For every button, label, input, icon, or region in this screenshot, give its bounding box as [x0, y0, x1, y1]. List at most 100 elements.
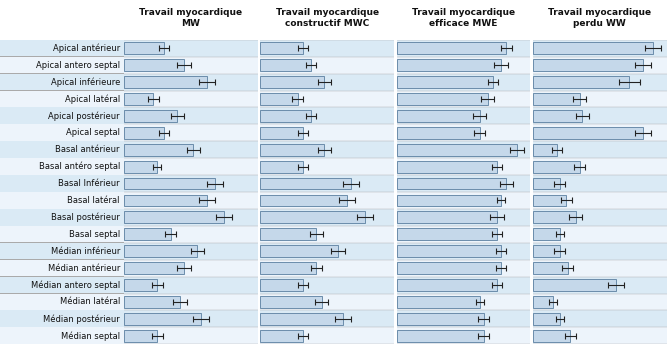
Bar: [533, 124, 667, 141]
Bar: [533, 276, 667, 293]
Bar: [533, 110, 582, 122]
Bar: [260, 74, 394, 91]
Bar: [397, 93, 488, 105]
Bar: [533, 330, 570, 342]
Bar: [124, 192, 257, 209]
Bar: [260, 177, 351, 190]
Bar: [397, 262, 501, 274]
Bar: [533, 262, 567, 274]
Bar: [533, 57, 667, 74]
Bar: [533, 40, 667, 57]
Bar: [124, 313, 202, 325]
Text: Apical inférieure: Apical inférieure: [50, 77, 120, 87]
Bar: [124, 93, 153, 105]
Bar: [124, 42, 164, 54]
Bar: [533, 161, 580, 173]
Bar: [260, 276, 394, 293]
Bar: [260, 57, 394, 74]
Bar: [533, 93, 580, 105]
Bar: [260, 91, 394, 108]
Bar: [397, 279, 497, 291]
Bar: [397, 194, 501, 207]
Text: Basal septal: Basal septal: [69, 230, 120, 239]
Bar: [397, 211, 497, 223]
Bar: [260, 228, 316, 240]
Bar: [397, 177, 507, 190]
Bar: [397, 59, 501, 71]
Bar: [397, 141, 531, 158]
Bar: [397, 260, 531, 276]
Bar: [397, 158, 531, 175]
Bar: [533, 76, 629, 88]
Bar: [533, 177, 559, 190]
Text: Travail myocardique
efficace MWE: Travail myocardique efficace MWE: [412, 8, 515, 28]
Text: Médian latéral: Médian latéral: [60, 298, 120, 307]
Bar: [124, 110, 178, 122]
Bar: [260, 327, 394, 344]
Bar: [260, 40, 394, 57]
Bar: [397, 330, 484, 342]
Bar: [124, 76, 207, 88]
Bar: [397, 276, 531, 293]
Bar: [124, 211, 224, 223]
Text: Basal antérieur: Basal antérieur: [56, 145, 120, 154]
Bar: [533, 313, 559, 325]
Bar: [124, 327, 257, 344]
Bar: [397, 175, 531, 192]
Bar: [260, 226, 394, 243]
Bar: [397, 108, 531, 124]
Bar: [124, 91, 257, 108]
Bar: [124, 293, 257, 310]
Bar: [397, 209, 531, 226]
Bar: [397, 57, 531, 74]
Text: Basal latéral: Basal latéral: [68, 196, 120, 205]
Bar: [533, 158, 667, 175]
Bar: [533, 279, 616, 291]
Bar: [397, 110, 480, 122]
Text: Travail myocardique
perdu WW: Travail myocardique perdu WW: [548, 8, 651, 28]
Bar: [533, 42, 653, 54]
Text: Apical antérieur: Apical antérieur: [53, 44, 120, 53]
Bar: [533, 260, 667, 276]
Bar: [533, 91, 667, 108]
Bar: [397, 76, 493, 88]
Bar: [533, 226, 667, 243]
Bar: [260, 296, 322, 308]
Bar: [397, 226, 531, 243]
Text: Basal Inférieur: Basal Inférieur: [58, 179, 120, 188]
Bar: [397, 245, 501, 257]
Bar: [260, 144, 324, 156]
Bar: [260, 293, 394, 310]
Bar: [260, 127, 303, 139]
Text: Basal postérieur: Basal postérieur: [51, 213, 120, 222]
Bar: [260, 330, 303, 342]
Bar: [397, 327, 531, 344]
Bar: [260, 161, 303, 173]
Text: Travail myocardique
MW: Travail myocardique MW: [139, 8, 243, 28]
Bar: [533, 74, 667, 91]
Bar: [124, 161, 157, 173]
Bar: [124, 74, 257, 91]
Bar: [124, 175, 257, 192]
Text: Médian postérieur: Médian postérieur: [43, 314, 120, 324]
Bar: [124, 124, 257, 141]
Bar: [533, 211, 576, 223]
Bar: [124, 194, 207, 207]
Bar: [397, 124, 531, 141]
Bar: [397, 296, 480, 308]
Bar: [533, 194, 566, 207]
Text: Médian antero septal: Médian antero septal: [31, 280, 120, 290]
Bar: [533, 144, 557, 156]
Bar: [397, 243, 531, 260]
Bar: [124, 262, 184, 274]
Bar: [397, 192, 531, 209]
Bar: [124, 209, 257, 226]
Text: Médian antérieur: Médian antérieur: [48, 264, 120, 273]
Bar: [533, 293, 667, 310]
Bar: [260, 211, 364, 223]
Bar: [533, 175, 667, 192]
Bar: [260, 124, 394, 141]
Bar: [124, 40, 257, 57]
Bar: [124, 59, 184, 71]
Text: Apical antero septal: Apical antero septal: [36, 61, 120, 70]
